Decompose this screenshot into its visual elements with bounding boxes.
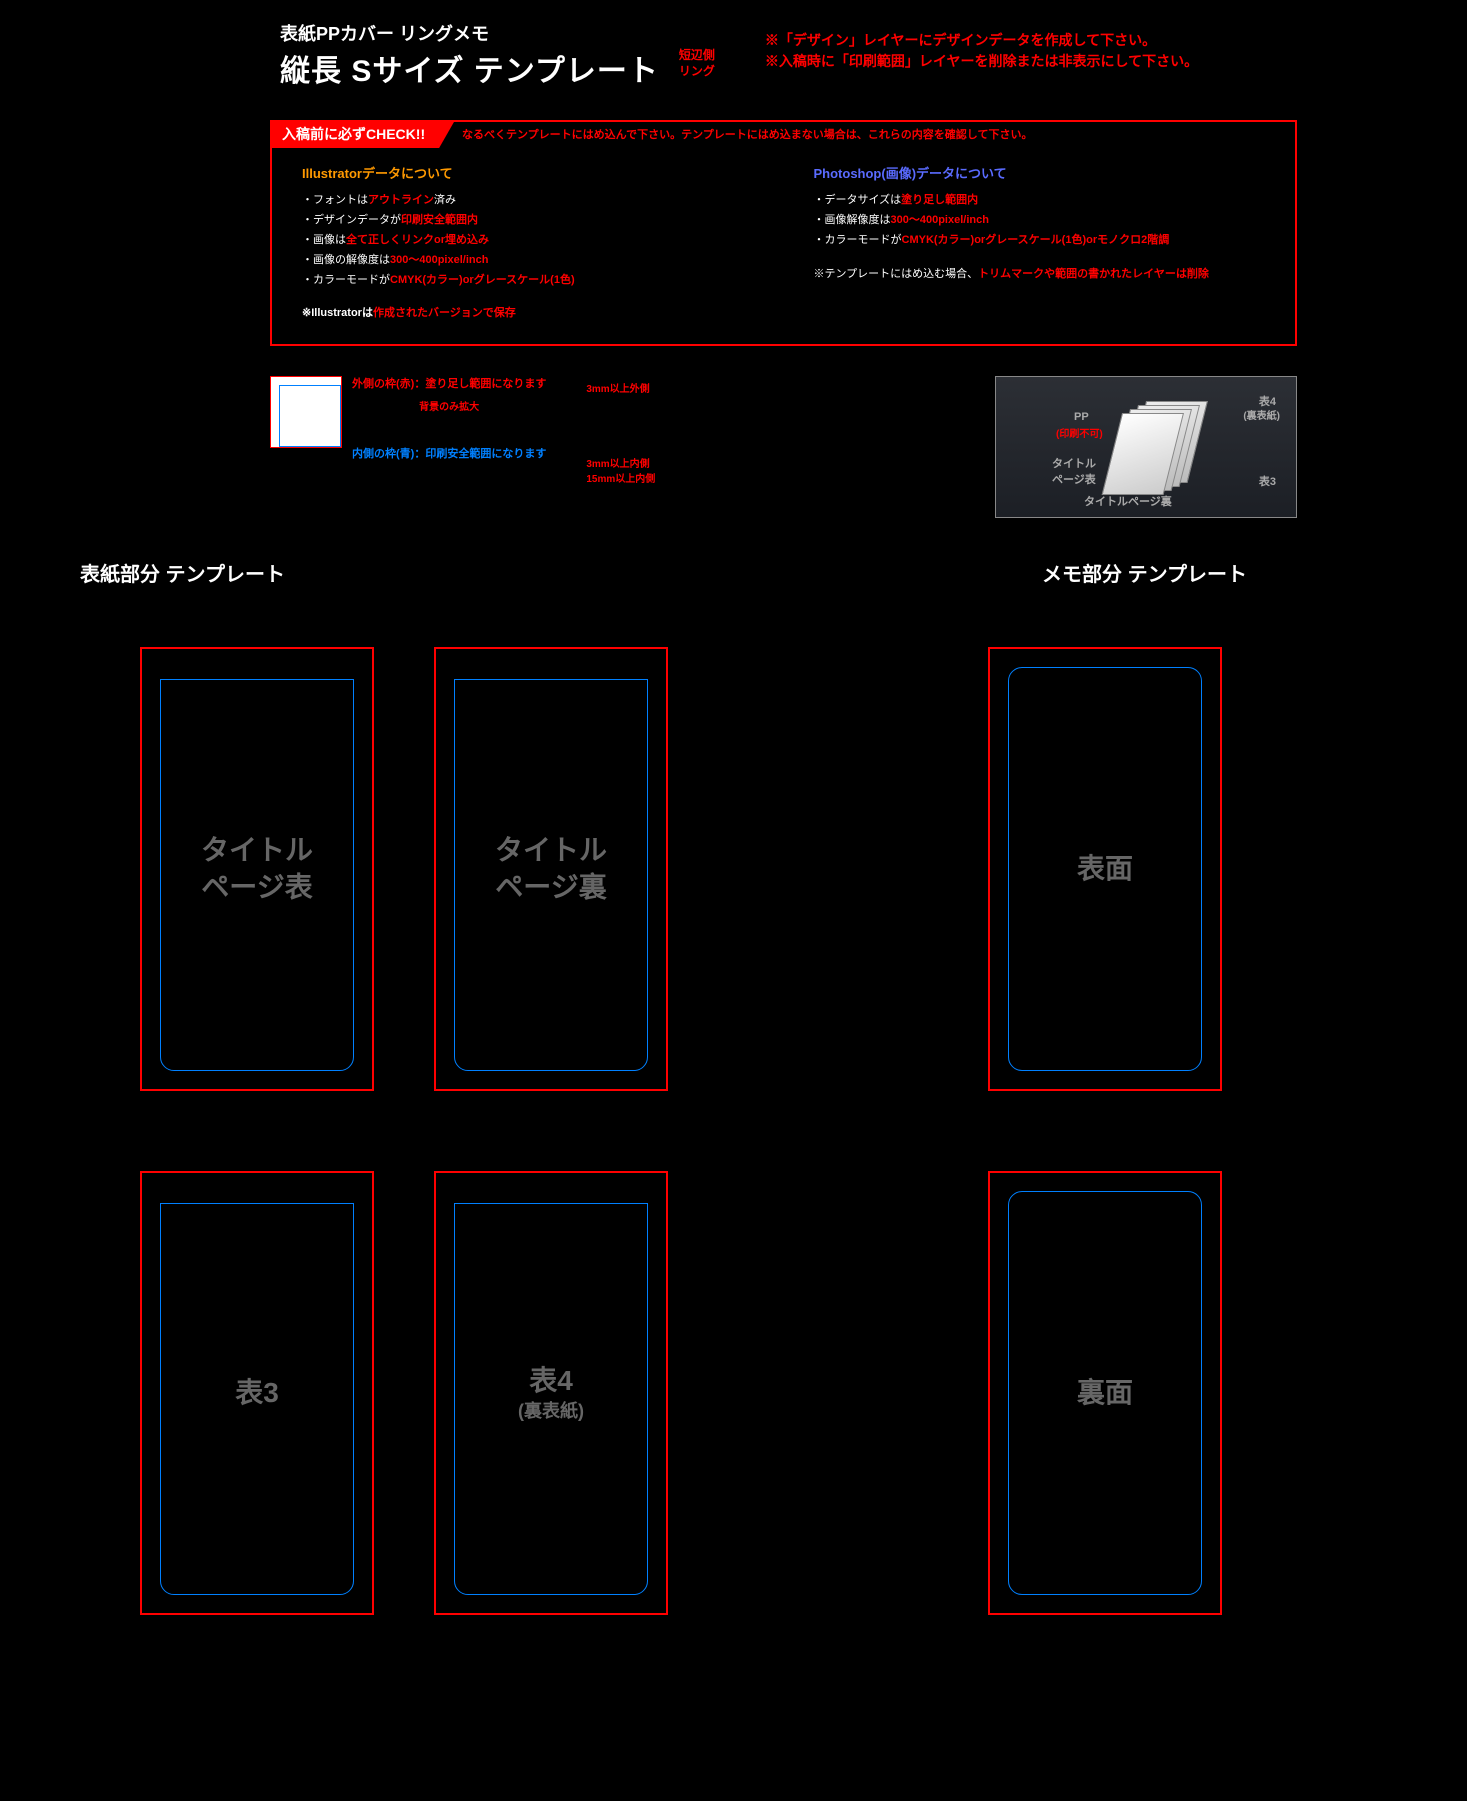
template-h4: 表4 (裏表紙) (434, 1171, 668, 1615)
warn-2: ※入稿時に「印刷範囲」レイヤーを削除または非表示にして下さい。 (765, 51, 1198, 72)
illustrator-footer: ※Illustratorは作成されたバージョンで保存 (302, 304, 754, 324)
swatch-icon (270, 376, 342, 448)
cover-col-2: タイトル ページ裏 表4 (裏表紙) (434, 647, 668, 1615)
memo-col: 表面 裏面 (988, 647, 1222, 1615)
check-columns: Illustratorデータについて ・フォントはアウトライン済み ・デザインデ… (302, 162, 1265, 324)
illustrator-title: Illustratorデータについて (302, 162, 754, 185)
legend-swatch: 外側の枠(赤)：塗り足し範囲になります 背景のみ拡大 内側の枠(青)：印刷安全範… (270, 376, 546, 463)
legend-center-rules: 3mm以上外側 3mm以上内側 15mm以上内側 (586, 380, 655, 485)
template-label: 表4 (裏表紙) (518, 1363, 584, 1423)
legend-outer: 外側の枠(赤)：塗り足し範囲になります (352, 376, 546, 394)
diagram-h3: 表3 (1259, 473, 1276, 489)
template-label: タイトル ページ表 (201, 833, 313, 906)
templates: タイトル ページ表 表3 タイトル ページ裏 表4 (裏表紙) (40, 647, 1427, 1615)
side-line-2: リング (679, 64, 715, 80)
diagram-pp: PP (1074, 411, 1089, 423)
section-cover-title: 表紙部分 テンプレート (80, 558, 285, 587)
legend-row: 外側の枠(赤)：塗り足し範囲になります 背景のみ拡大 内側の枠(青)：印刷安全範… (270, 376, 1297, 518)
template-h3: 表3 (140, 1171, 374, 1615)
swatch-inner-icon (279, 385, 341, 447)
diagram-h4-sub: (裏表紙) (1243, 407, 1280, 422)
legend-inner-rule1: 3mm以上内側 (586, 455, 655, 470)
diagram-pp-note: (印刷不可) (1056, 425, 1103, 440)
template-label: 裏面 (1077, 1375, 1133, 1411)
diagram-title-back: タイトルページ裏 (1084, 493, 1172, 509)
photoshop-title: Photoshop(画像)データについて (814, 162, 1266, 185)
page-stack-icon (1116, 395, 1216, 495)
template-title-back: タイトル ページ裏 (434, 647, 668, 1091)
legend-outer-note: 背景のみ拡大 (352, 400, 546, 416)
warn-1: ※「デザイン」レイヤーにデザインデータを作成して下さい。 (765, 30, 1198, 51)
subtitle-text: 表紙PPカバー リングメモ (280, 20, 659, 46)
section-memo-title: メモ部分 テンプレート (1042, 558, 1247, 587)
side-line-1: 短辺側 (679, 48, 715, 64)
diagram-title-front: タイトル ページ表 (1052, 455, 1096, 487)
template-memo-back: 裏面 (988, 1171, 1222, 1615)
page: 表紙PPカバー リングメモ 縦長 Sサイズ テンプレート 短辺側 リング ※「デ… (0, 0, 1467, 1695)
header-warnings: ※「デザイン」レイヤーにデザインデータを作成して下さい。 ※入稿時に「印刷範囲」… (765, 30, 1198, 72)
template-memo-front: 表面 (988, 647, 1222, 1091)
legend-inner-rule2: 15mm以上内側 (586, 470, 655, 485)
photoshop-column: Photoshop(画像)データについて ・データサイズは塗り足し範囲内 ・画像… (814, 162, 1266, 324)
template-label: タイトル ページ裏 (495, 833, 607, 906)
check-box: 入稿前に必ずCHECK!! なるべくテンプレートにはめ込んで下さい。テンプレート… (270, 120, 1297, 346)
title-block: 表紙PPカバー リングメモ 縦長 Sサイズ テンプレート (280, 20, 659, 90)
template-label: 表面 (1077, 851, 1133, 887)
header: 表紙PPカバー リングメモ 縦長 Sサイズ テンプレート 短辺側 リング ※「デ… (280, 20, 1427, 90)
template-label: 表3 (235, 1375, 279, 1411)
legend-diagram: PP (印刷不可) タイトル ページ表 タイトルページ裏 表3 表4 (裏表紙) (995, 376, 1297, 518)
cover-col-1: タイトル ページ表 表3 (140, 647, 374, 1615)
illustrator-column: Illustratorデータについて ・フォントはアウトライン済み ・デザインデ… (302, 162, 754, 324)
section-headers: 表紙部分 テンプレート メモ部分 テンプレート (40, 558, 1427, 587)
legend-text: 外側の枠(赤)：塗り足し範囲になります 背景のみ拡大 内側の枠(青)：印刷安全範… (352, 376, 546, 463)
maintitle-text: 縦長 Sサイズ テンプレート (280, 46, 659, 90)
check-tab-after: なるべくテンプレートにはめ込んで下さい。テンプレートにはめ込まない場合は、これら… (462, 126, 1032, 142)
legend-inner: 内側の枠(青)：印刷安全範囲になります (352, 446, 546, 464)
check-tab: 入稿前に必ずCHECK!! (270, 120, 455, 148)
template-title-front: タイトル ページ表 (140, 647, 374, 1091)
legend-outer-rule: 3mm以上外側 (586, 380, 655, 395)
title-side: 短辺側 リング (679, 48, 715, 79)
